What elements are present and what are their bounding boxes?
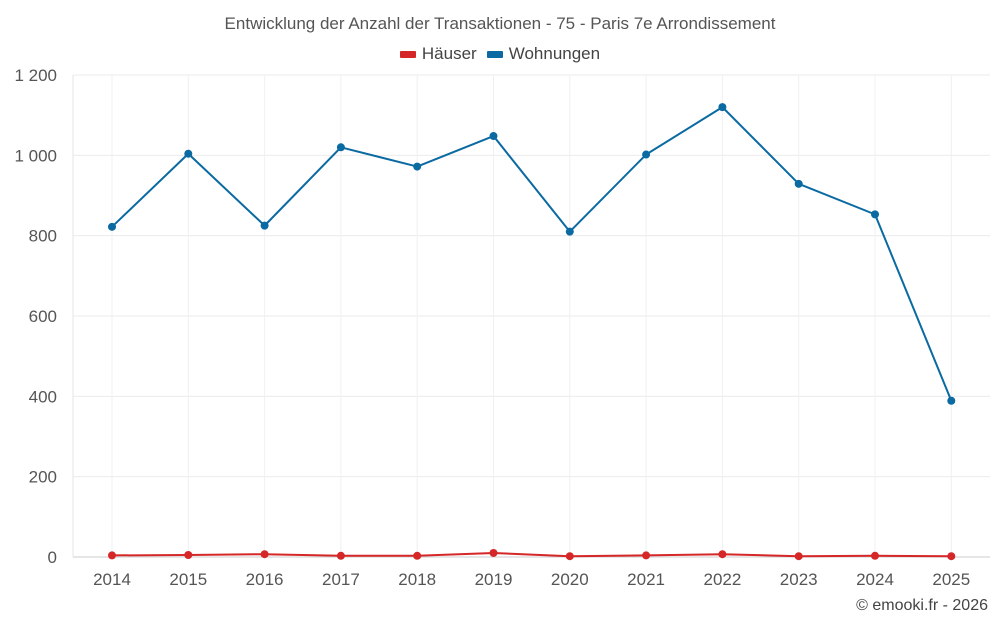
y-tick-label: 1 200 xyxy=(14,66,57,85)
data-point-wohnungen xyxy=(794,179,803,188)
chart-title: Entwicklung der Anzahl der Transaktionen… xyxy=(224,14,776,33)
legend-label-wohnungen: Wohnungen xyxy=(508,44,601,63)
data-point-haeuser xyxy=(108,551,116,560)
data-point-haeuser xyxy=(489,548,498,557)
data-point-haeuser xyxy=(184,550,193,559)
x-tick-label: 2016 xyxy=(246,570,284,589)
data-point-wohnungen xyxy=(642,150,651,159)
data-point-haeuser xyxy=(871,551,879,560)
data-point-wohnungen xyxy=(718,103,727,112)
legend-item-wohnungen[interactable]: Wohnungen xyxy=(486,44,601,64)
data-point-haeuser xyxy=(336,551,345,560)
data-point-wohnungen xyxy=(413,162,422,171)
watermark: © emooki.fr - 2026 xyxy=(856,597,988,614)
series-line-haeuser xyxy=(111,551,952,558)
x-tick-label: 2020 xyxy=(551,570,589,589)
x-tick-label: 2025 xyxy=(932,570,970,589)
legend-item-haeuser[interactable]: Häuser xyxy=(399,44,477,64)
data-point-wohnungen xyxy=(336,143,345,152)
y-tick-label: 400 xyxy=(29,387,57,406)
data-point-haeuser xyxy=(565,552,574,561)
y-tick-label: 200 xyxy=(29,468,57,487)
data-point-wohnungen xyxy=(184,149,193,158)
legend: Häuser Wohnungen xyxy=(0,44,1000,64)
legend-swatch-wohnungen xyxy=(486,50,503,58)
x-tick-label: 2022 xyxy=(703,570,741,589)
data-point-wohnungen xyxy=(871,210,879,219)
x-tick-label: 2024 xyxy=(856,570,894,589)
series-line-wohnungen xyxy=(111,106,953,402)
legend-swatch-haeuser xyxy=(399,50,416,58)
data-point-wohnungen xyxy=(489,132,498,141)
y-tick-label: 800 xyxy=(29,227,57,246)
y-tick-label: 1 000 xyxy=(14,146,57,165)
data-point-haeuser xyxy=(413,551,422,560)
x-tick-label: 2015 xyxy=(169,570,207,589)
data-point-haeuser xyxy=(260,550,269,559)
y-tick-label: 0 xyxy=(48,548,57,567)
y-tick-label: 600 xyxy=(29,307,57,326)
data-point-wohnungen xyxy=(947,396,956,405)
x-tick-label: 2019 xyxy=(475,570,513,589)
data-point-wohnungen xyxy=(260,221,269,230)
data-point-haeuser xyxy=(642,551,651,560)
data-point-haeuser xyxy=(718,550,727,559)
data-point-haeuser xyxy=(794,552,803,561)
x-tick-label: 2017 xyxy=(322,570,360,589)
data-point-haeuser xyxy=(947,552,956,561)
legend-label-haeuser: Häuser xyxy=(421,44,477,63)
data-point-wohnungen xyxy=(108,222,116,231)
x-tick-label: 2014 xyxy=(93,570,131,589)
x-tick-label: 2018 xyxy=(398,570,436,589)
x-tick-label: 2023 xyxy=(780,570,818,589)
x-tick-label: 2021 xyxy=(627,570,665,589)
data-point-wohnungen xyxy=(565,227,574,236)
